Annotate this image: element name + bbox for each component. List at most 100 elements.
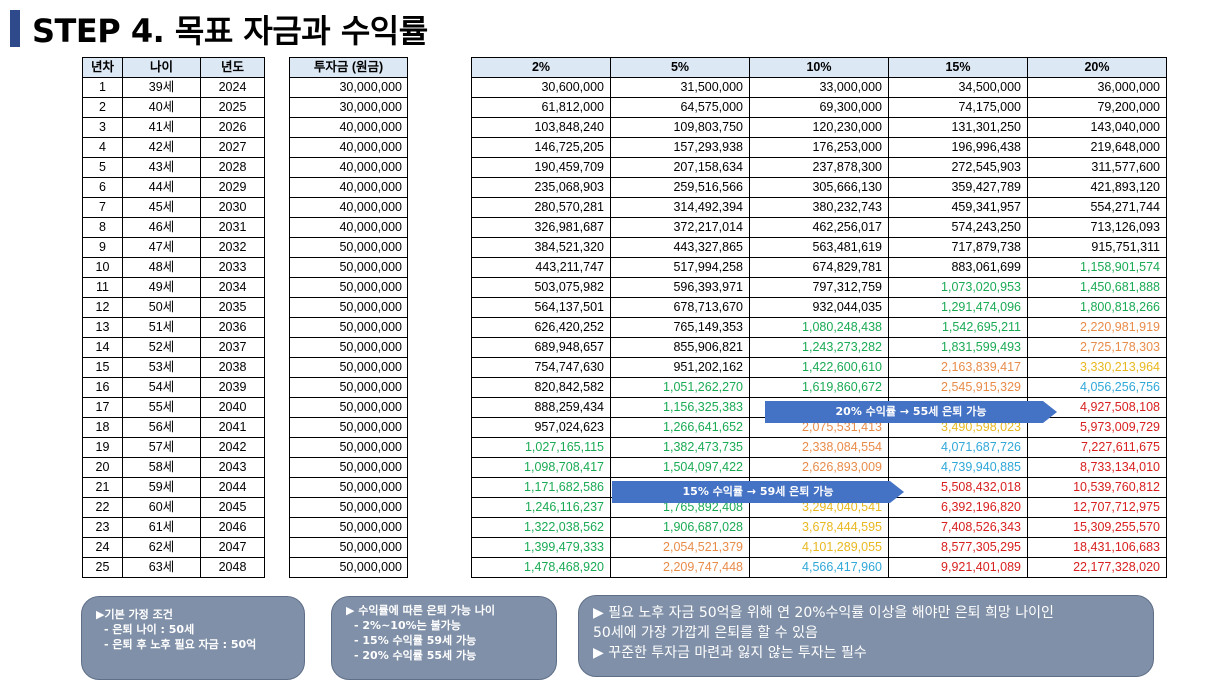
- return-20-cell: 79,200,000: [1027, 97, 1167, 118]
- return-5-cell: 2,209,747,448: [610, 557, 750, 578]
- return-5-cell: 1,382,473,735: [610, 437, 750, 458]
- return-15-cell: 1,831,599,493: [888, 337, 1028, 358]
- return-2-cell: 626,420,252: [471, 317, 611, 338]
- table-row: 50,000,000: [289, 457, 408, 478]
- year-index-cell: 15: [82, 357, 123, 378]
- age-cell: 52세: [122, 337, 201, 358]
- table-row: 30,600,000 31,500,000 33,000,000 34,500,000…: [471, 77, 1167, 98]
- assumptions-box: ▶기본 가정 조건 - 은퇴 나이 : 50세 - 은퇴 후 노후 필요 자금 …: [81, 596, 305, 680]
- header-return-10: 10%: [749, 57, 889, 78]
- return-15-cell: 359,427,789: [888, 177, 1028, 198]
- return-5-cell: 2,054,521,379: [610, 537, 750, 558]
- return-10-cell: 69,300,000: [749, 97, 889, 118]
- table-row: 50,000,000: [289, 237, 408, 258]
- age-cell: 44세: [122, 177, 201, 198]
- investment-cell: 40,000,000: [289, 177, 408, 198]
- return-15-cell: 1,542,695,211: [888, 317, 1028, 338]
- age-cell: 42세: [122, 137, 201, 158]
- table-row: 30,000,000: [289, 97, 408, 118]
- table-row: 1,098,708,417 1,504,097,422 2,626,893,009 4…: [471, 457, 1167, 478]
- return-2-cell: 754,747,630: [471, 357, 611, 378]
- table-row: 146,725,205 157,293,938 176,253,000 196,996…: [471, 137, 1167, 158]
- return-2-cell: 190,459,709: [471, 157, 611, 178]
- year-index-cell: 7: [82, 197, 123, 218]
- year-index-cell: 21: [82, 477, 123, 498]
- retirement-by-return-line: - 2%~10%는 불가능: [354, 619, 461, 632]
- investment-cell: 50,000,000: [289, 297, 408, 318]
- return-2-cell: 1,246,116,237: [471, 497, 611, 518]
- investment-cell: 50,000,000: [289, 477, 408, 498]
- table-row: 50,000,000: [289, 437, 408, 458]
- investment-cell: 50,000,000: [289, 557, 408, 578]
- return-10-cell: 2,338,084,554: [749, 437, 889, 458]
- conclusion-line: 50세에 가장 가깝게 은퇴를 할 수 있음: [593, 625, 818, 641]
- return-5-cell: 64,575,000: [610, 97, 750, 118]
- return-10-cell: 462,256,017: [749, 217, 889, 238]
- investment-cell: 40,000,000: [289, 197, 408, 218]
- return-2-cell: 1,098,708,417: [471, 457, 611, 478]
- assumption-line: - 은퇴 나이 : 50세: [104, 623, 195, 636]
- age-cell: 60세: [122, 497, 201, 518]
- table-row: 12 50세 2035: [82, 297, 265, 318]
- header-year-index: 년차: [82, 57, 123, 78]
- table-row: 190,459,709 207,158,634 237,878,300 272,545…: [471, 157, 1167, 178]
- table-row: 50,000,000: [289, 417, 408, 438]
- year-index-cell: 14: [82, 337, 123, 358]
- return-5-cell: 372,217,014: [610, 217, 750, 238]
- table-row: 820,842,582 1,051,262,270 1,619,860,672 2,5…: [471, 377, 1167, 398]
- year-index-cell: 25: [82, 557, 123, 578]
- table-row: 17 55세 2040: [82, 397, 265, 418]
- return-10-cell: 3,678,444,595: [749, 517, 889, 538]
- table-row: 689,948,657 855,906,821 1,243,273,282 1,831…: [471, 337, 1167, 358]
- table-row: 61,812,000 64,575,000 69,300,000 74,175,000…: [471, 97, 1167, 118]
- investment-table: 투자금 (원금) 30,000,000 30,000,000 40,000,000 4…: [289, 57, 408, 578]
- table-row: 50,000,000: [289, 337, 408, 358]
- return-5-cell: 765,149,353: [610, 317, 750, 338]
- return-5-cell: 596,393,971: [610, 277, 750, 298]
- year-cell: 2034: [200, 277, 265, 298]
- return-2-cell: 503,075,982: [471, 277, 611, 298]
- return-10-cell: 2,626,893,009: [749, 457, 889, 478]
- assumptions-title: ▶기본 가정 조건: [96, 608, 173, 621]
- year-cell: 2044: [200, 477, 265, 498]
- return-2-cell: 61,812,000: [471, 97, 611, 118]
- return-10-cell: 1,422,600,610: [749, 357, 889, 378]
- year-index-cell: 17: [82, 397, 123, 418]
- table-row: 1,478,468,920 2,209,747,448 4,566,417,960 9…: [471, 557, 1167, 578]
- table-row: 9 47세 2032: [82, 237, 265, 258]
- return-5-cell: 207,158,634: [610, 157, 750, 178]
- return-5-cell: 31,500,000: [610, 77, 750, 98]
- table-row: 564,137,501 678,713,670 932,044,035 1,291,4…: [471, 297, 1167, 318]
- table-row: 50,000,000: [289, 297, 408, 318]
- header-return-5: 5%: [610, 57, 750, 78]
- table-row: 21 59세 2044: [82, 477, 265, 498]
- year-cell: 2046: [200, 517, 265, 538]
- table-row: 15 53세 2038: [82, 357, 265, 378]
- return-20-cell: 3,330,213,964: [1027, 357, 1167, 378]
- return-20-cell: 7,227,611,675: [1027, 437, 1167, 458]
- table-row: 754,747,630 951,202,162 1,422,600,610 2,163…: [471, 357, 1167, 378]
- table-row: 8 46세 2031: [82, 217, 265, 238]
- table-row: 14 52세 2037: [82, 337, 265, 358]
- table-row: 326,981,687 372,217,014 462,256,017 574,243…: [471, 217, 1167, 238]
- return-5-cell: 259,516,566: [610, 177, 750, 198]
- return-5-cell: 1,906,687,028: [610, 517, 750, 538]
- year-index-cell: 19: [82, 437, 123, 458]
- age-cell: 59세: [122, 477, 201, 498]
- table-row: 503,075,982 596,393,971 797,312,759 1,073,0…: [471, 277, 1167, 298]
- table-row: 2 40세 2025: [82, 97, 265, 118]
- return-2-cell: 280,570,281: [471, 197, 611, 218]
- investment-cell: 50,000,000: [289, 497, 408, 518]
- year-cell: 2037: [200, 337, 265, 358]
- retirement-by-return-line: - 20% 수익률 55세 가능: [354, 649, 477, 662]
- age-cell: 58세: [122, 457, 201, 478]
- table-row: 25 63세 2048: [82, 557, 265, 578]
- return-2-cell: 820,842,582: [471, 377, 611, 398]
- return-2-cell: 689,948,657: [471, 337, 611, 358]
- age-cell: 57세: [122, 437, 201, 458]
- return-15-cell: 34,500,000: [888, 77, 1028, 98]
- return-10-cell: 33,000,000: [749, 77, 889, 98]
- return-15-cell: 7,408,526,343: [888, 517, 1028, 538]
- return-15-cell: 883,061,699: [888, 257, 1028, 278]
- return-20-cell: 22,177,328,020: [1027, 557, 1167, 578]
